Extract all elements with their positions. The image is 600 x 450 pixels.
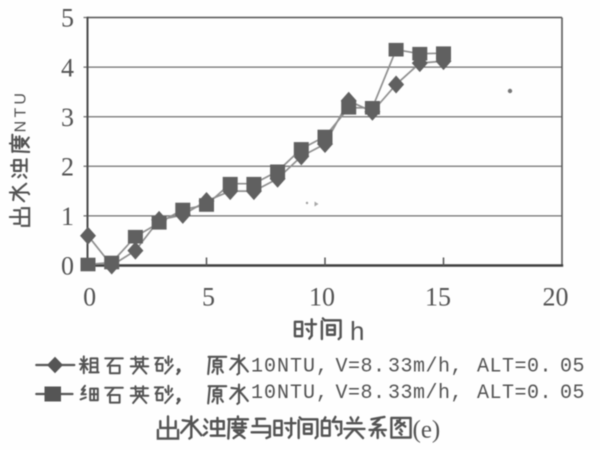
- svg-text:20: 20: [543, 283, 569, 312]
- svg-text:10NTU,: 10NTU,: [251, 382, 329, 405]
- svg-text:33m/h,: 33m/h,: [388, 382, 463, 405]
- svg-text:V=8.: V=8.: [336, 356, 386, 379]
- svg-text:33m/h,: 33m/h,: [388, 356, 463, 379]
- svg-text:2: 2: [61, 153, 74, 182]
- svg-text:5: 5: [202, 283, 215, 312]
- svg-text:5: 5: [61, 4, 74, 33]
- svg-text:10: 10: [309, 283, 335, 312]
- svg-text:05: 05: [560, 356, 585, 379]
- svg-text:3: 3: [61, 103, 74, 132]
- svg-text:NTU: NTU: [12, 90, 29, 132]
- svg-text:15: 15: [425, 283, 451, 312]
- svg-text:4: 4: [61, 53, 74, 82]
- svg-text:ALT=0.: ALT=0.: [477, 356, 552, 379]
- svg-text:0: 0: [83, 283, 96, 312]
- svg-text:V=8.: V=8.: [336, 382, 386, 405]
- svg-text:ALT=0.: ALT=0.: [477, 382, 552, 405]
- svg-text:1: 1: [61, 202, 74, 231]
- svg-text:0: 0: [61, 252, 74, 281]
- svg-text:10NTU,: 10NTU,: [251, 356, 329, 379]
- svg-text:05: 05: [560, 382, 585, 405]
- svg-text:(e): (e): [413, 417, 441, 444]
- svg-text:h: h: [350, 316, 364, 346]
